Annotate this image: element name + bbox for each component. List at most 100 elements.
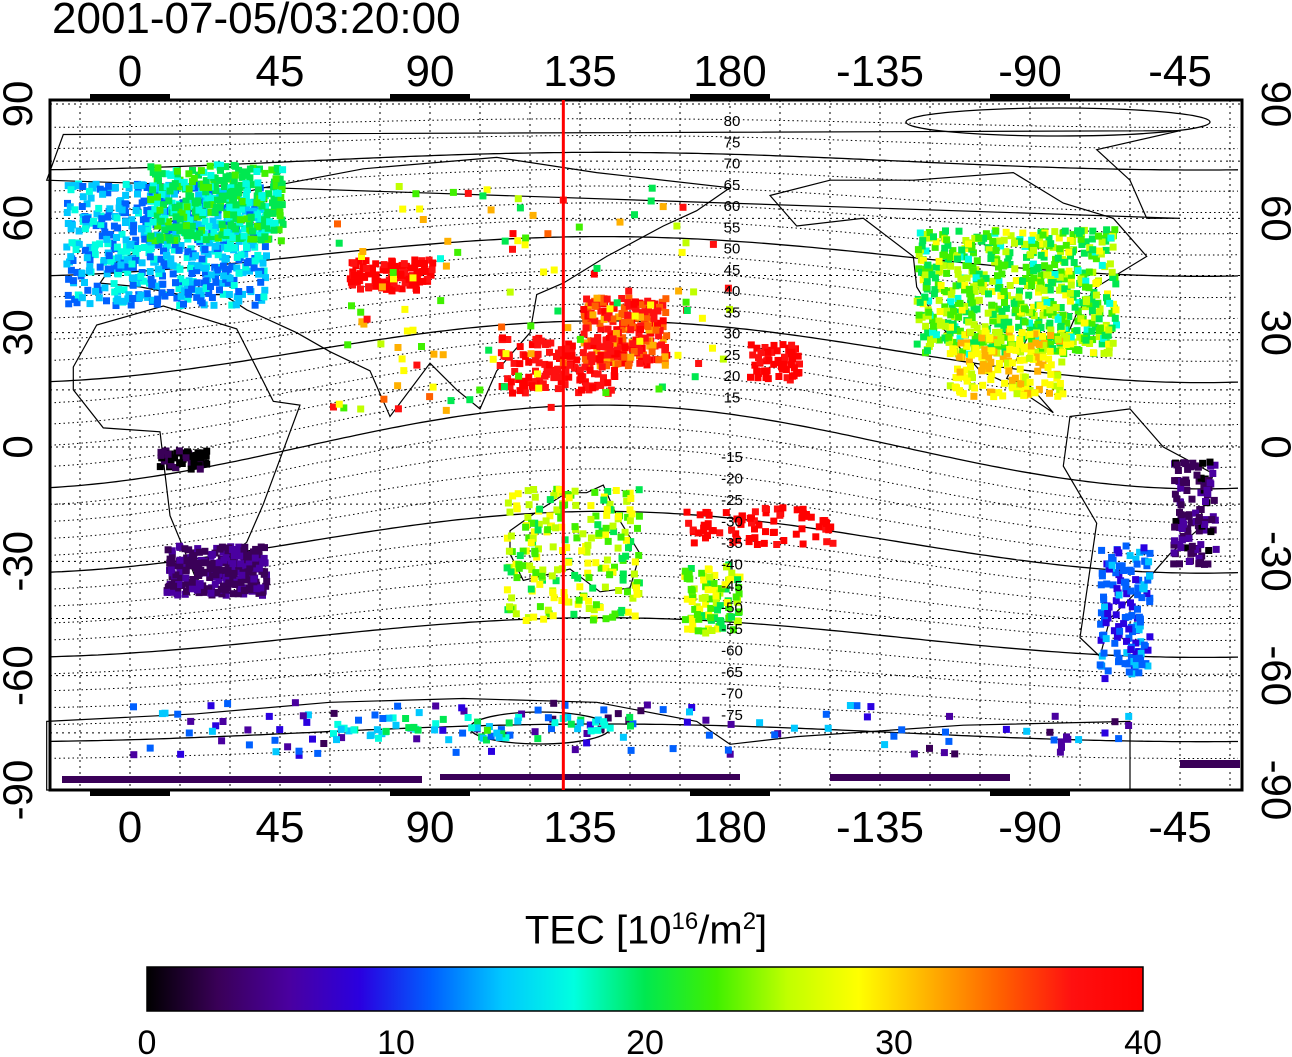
tec-pixel	[547, 339, 555, 347]
tec-pixel	[357, 285, 364, 293]
tec-pixel	[706, 579, 714, 587]
tec-pixel	[96, 185, 104, 193]
tec-pixel	[1025, 354, 1033, 362]
tec-pixel	[439, 715, 447, 723]
tec-pixel	[167, 255, 175, 263]
tec-pixel	[1173, 495, 1181, 503]
tec-pixel	[565, 494, 573, 502]
frame-major-tick	[690, 94, 770, 100]
tec-pixel	[439, 726, 447, 734]
tec-pixel	[182, 229, 190, 237]
tec-pixel	[655, 332, 663, 340]
tec-pixel	[926, 744, 933, 752]
tec-pixel	[113, 214, 121, 222]
tec-pixel	[177, 242, 185, 249]
tec-pixel	[124, 268, 132, 276]
tec-pixel	[619, 359, 627, 367]
tec-pixel	[219, 224, 227, 232]
tec-pixel	[635, 552, 643, 559]
tec-pixel	[1188, 542, 1196, 550]
tec-pixel	[235, 297, 243, 305]
tec-pixel	[208, 727, 216, 735]
tec-pixel	[161, 226, 169, 234]
tec-pixel	[728, 526, 736, 534]
tec-pixel	[409, 326, 417, 334]
tec-pixel	[1115, 591, 1123, 599]
tec-pixel	[1023, 727, 1031, 735]
tec-pixel	[663, 332, 671, 340]
tec-pixel	[223, 211, 231, 218]
tec-pixel	[202, 236, 210, 244]
tec-pixel	[516, 204, 524, 212]
tec-pixel	[1062, 241, 1070, 249]
tec-pixel	[1039, 353, 1047, 361]
tec-pixel	[378, 283, 386, 291]
tec-pixel	[173, 294, 181, 302]
tec-pixel	[113, 234, 120, 241]
tec-pixel	[345, 727, 353, 735]
tec-pixel	[237, 578, 245, 586]
tec-pixel	[232, 225, 240, 233]
tec-pixel	[675, 287, 683, 295]
tec-pixel	[1100, 349, 1108, 357]
tec-pixel	[392, 721, 400, 729]
tec-pixel	[202, 188, 210, 196]
tec-pixel	[1097, 620, 1105, 628]
tec-pixel	[445, 736, 453, 744]
tec-pixel	[1065, 313, 1073, 320]
tec-pixel	[132, 256, 139, 264]
tec-pixel	[609, 522, 617, 530]
magnetic-contour	[49, 303, 1239, 362]
tec-pixel	[713, 625, 721, 633]
tec-pixel	[348, 278, 356, 286]
tec-pixel	[159, 184, 166, 191]
tec-pixel	[128, 255, 136, 263]
tec-pixel	[205, 290, 213, 297]
tec-pixel	[582, 324, 590, 332]
tec-pixel	[117, 248, 125, 256]
tec-pixel	[147, 163, 155, 171]
tec-pixel	[1061, 285, 1069, 293]
tec-pixel	[719, 624, 727, 632]
tec-pixel	[1039, 240, 1047, 248]
tec-pixel	[575, 596, 583, 604]
tec-pixel	[690, 539, 698, 547]
tec-pixel	[807, 513, 815, 521]
tec-pixel	[209, 217, 217, 225]
tec-pixel	[1031, 389, 1039, 397]
tec-pixel	[163, 183, 171, 191]
tec-pixel	[1007, 334, 1015, 342]
tec-pixel	[645, 317, 653, 325]
tec-pixel	[1096, 247, 1103, 255]
tec-pixel	[710, 579, 718, 587]
tec-pixel	[915, 251, 923, 258]
tec-pixel	[1008, 359, 1016, 367]
tec-pixel	[1113, 321, 1120, 329]
tec-pixel	[1140, 544, 1148, 552]
tec-pixel	[111, 184, 119, 192]
tec-pixel	[554, 566, 561, 574]
tec-pixel	[166, 236, 174, 244]
tec-pixel	[561, 701, 569, 709]
longitude-label: 135	[543, 803, 616, 852]
tec-pixel	[620, 304, 628, 312]
tec-pixel	[1003, 350, 1011, 358]
tec-pixel	[382, 727, 390, 735]
tec-pixel	[1212, 545, 1220, 553]
tec-pixel	[619, 570, 627, 578]
tec-pixel	[1134, 591, 1142, 599]
tec-pixel	[604, 325, 612, 333]
tec-pixel	[522, 523, 530, 531]
tec-pixel	[165, 197, 173, 205]
tec-pixel	[662, 295, 670, 303]
tec-pixel	[154, 164, 162, 172]
tec-pixel	[195, 287, 203, 295]
tec-pixel	[93, 210, 101, 218]
tec-pixel	[1080, 319, 1088, 327]
tec-pixel	[264, 208, 272, 216]
tec-pixel	[734, 576, 742, 584]
tec-pixel	[383, 285, 390, 293]
tec-pixel	[637, 326, 644, 333]
tec-pixel	[261, 169, 269, 177]
tec-pixel	[1170, 541, 1178, 549]
